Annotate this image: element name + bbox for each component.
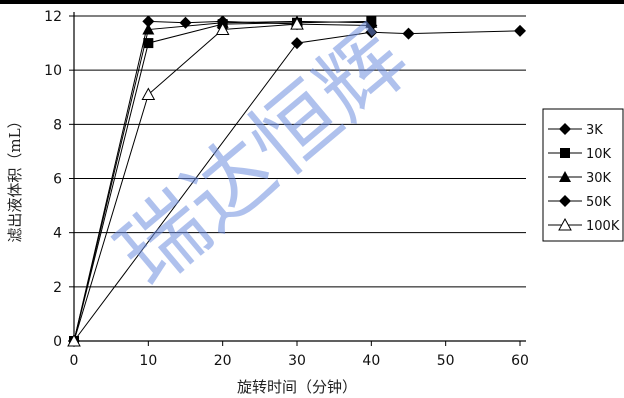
- top-border-bar: [0, 0, 624, 4]
- legend-label-3K: 3K: [586, 123, 603, 138]
- point-3K-45: [402, 27, 415, 40]
- legend-box: [542, 108, 624, 242]
- point-50K-40: [365, 19, 378, 32]
- point-3K-30: [291, 37, 303, 50]
- x-tick-label-20: 20: [214, 353, 232, 369]
- point-3K-60: [514, 24, 526, 37]
- x-tick-label-40: 40: [362, 353, 380, 369]
- x-tick-label-10: 10: [139, 353, 157, 369]
- series-line-50K: [73, 20, 372, 342]
- watermark: 瑞达恒辉: [99, 8, 427, 306]
- legend-label-10K: 10K: [586, 147, 612, 162]
- point-10K-10: [143, 38, 154, 49]
- y-tick-label-0: 0: [53, 334, 62, 350]
- x-axis-label: 旋转时间（分钟）: [237, 378, 357, 396]
- point-30K-10: [142, 23, 155, 35]
- point-50K-20: [216, 15, 229, 28]
- x-tick-label-30: 30: [288, 353, 306, 369]
- y-tick-label-8: 8: [53, 117, 62, 133]
- y-tick-label-6: 6: [53, 172, 62, 188]
- y-tick-label-4: 4: [53, 226, 62, 242]
- y-axis-label: 滤出液体积（mL）: [6, 113, 24, 242]
- point-100K-30: [290, 17, 304, 30]
- legend: 3K 10K 30K 50K 100K: [542, 108, 624, 242]
- point-3K-40: [365, 26, 378, 39]
- legend-marker-100K: [558, 217, 572, 231]
- legend-marker-3K: [559, 123, 571, 135]
- y-tick-label-2: 2: [53, 280, 62, 296]
- legend-marker-10K: [560, 148, 570, 158]
- legend-marker-50K: [559, 195, 571, 207]
- x-tick-label-60: 60: [511, 353, 529, 369]
- legend-marker-30K: [559, 171, 571, 182]
- x-tick-label-50: 50: [437, 353, 455, 369]
- tick-labels: 0 2 4 6 8 10 12 0 10 20 30 40 50 60: [44, 9, 529, 369]
- series-layer: [67, 15, 526, 347]
- point-100K-0: [67, 333, 81, 347]
- point-50K-10: [142, 15, 155, 28]
- point-100K-10: [141, 87, 156, 101]
- point-100K-20: [215, 22, 230, 36]
- legend-label-100K: 100K: [586, 219, 620, 234]
- gridlines: [74, 15, 526, 288]
- y-tick-label-12: 12: [44, 9, 62, 25]
- series-100K: [67, 17, 304, 347]
- x-tick-label-0: 0: [70, 353, 79, 369]
- y-tick-label-10: 10: [44, 63, 62, 79]
- legend-label-30K: 30K: [586, 171, 612, 186]
- series-line-100K: [73, 23, 298, 342]
- point-50K-15: [179, 16, 192, 29]
- legend-label-50K: 50K: [586, 195, 612, 210]
